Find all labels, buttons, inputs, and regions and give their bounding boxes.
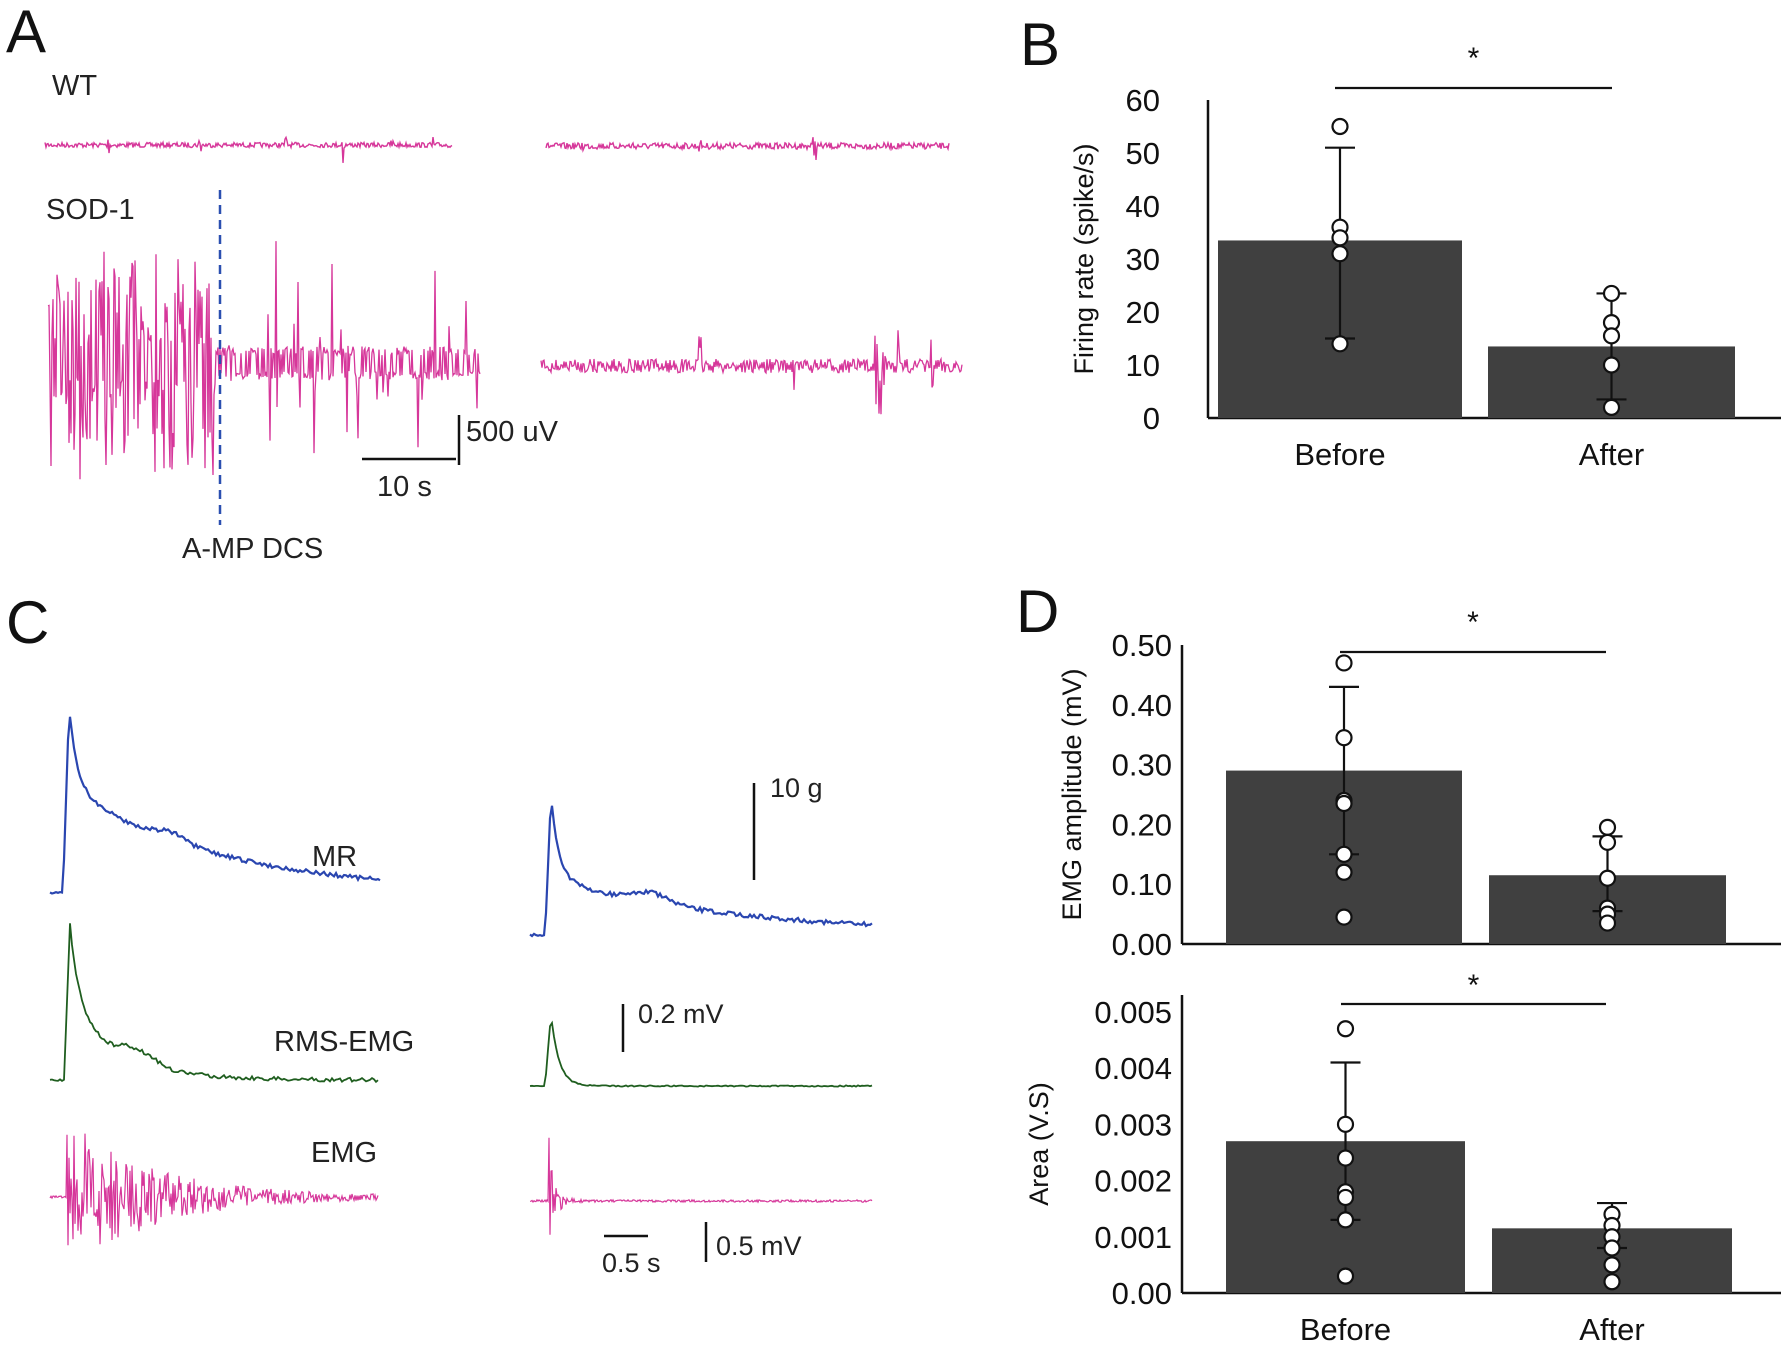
scale-emg-label: 0.5 mV — [716, 1231, 802, 1261]
data-point — [1598, 869, 1617, 887]
data-point — [1603, 1273, 1621, 1291]
sod1-trace-before — [47, 241, 481, 480]
y-tick-label: 0.002 — [1094, 1164, 1172, 1199]
y-tick-label: 0.00 — [1112, 1276, 1172, 1311]
y-tick-label: 0.20 — [1112, 807, 1172, 842]
scale-time-c-label: 0.5 s — [602, 1248, 661, 1278]
data-point — [1602, 356, 1621, 374]
data-point — [1335, 908, 1353, 926]
rms-emg-trace-after — [529, 1020, 873, 1088]
y-tick-label: 30 — [1126, 242, 1160, 277]
data-point — [1336, 1267, 1355, 1285]
y-tick-label: 0.00 — [1112, 927, 1172, 962]
y-axis-label: Area (V.S) — [1024, 1082, 1054, 1206]
rms-emg-label: RMS-EMG — [274, 1026, 414, 1058]
x-category-label: Before — [1294, 437, 1385, 472]
data-point — [1335, 654, 1353, 672]
data-point — [1598, 833, 1617, 851]
y-axis-label: Firing rate (spike/s) — [1069, 143, 1099, 374]
emg-label: EMG — [311, 1137, 377, 1169]
panel-c: C MR RMS-EMG EMG 10 g 0.2 mV 0.5 s 0.5 m… — [6, 589, 873, 1278]
wt-label: WT — [52, 70, 97, 102]
data-point — [1602, 284, 1621, 303]
data-point — [1336, 1115, 1355, 1133]
y-tick-label: 0.30 — [1112, 748, 1172, 783]
panel-a: A WT SOD-1 A-MP DCS 500 uV 10 s — [6, 0, 963, 565]
x-category-label: After — [1579, 1312, 1644, 1347]
data-point — [1335, 729, 1353, 747]
significance-star: * — [1468, 969, 1480, 1002]
panel-letter-a: A — [6, 0, 46, 65]
y-tick-label: 20 — [1126, 295, 1160, 330]
y-tick-label: 0.001 — [1094, 1220, 1172, 1255]
emg-trace-after — [529, 1137, 873, 1235]
emg-trace-before — [49, 1133, 379, 1246]
mr-trace-before — [49, 716, 381, 895]
data-point — [1331, 117, 1349, 136]
y-tick-label: 10 — [1126, 348, 1160, 383]
data-point — [1331, 245, 1349, 263]
panel-letter-b: B — [1020, 11, 1060, 78]
y-axis-label: EMG amplitude (mV) — [1057, 668, 1087, 920]
y-tick-label: 0 — [1143, 401, 1160, 436]
data-point — [1336, 1188, 1355, 1207]
data-point — [1335, 794, 1353, 813]
y-tick-label: 0.004 — [1094, 1051, 1172, 1086]
scale-force-label: 10 g — [770, 773, 823, 803]
sod1-trace-after — [540, 330, 963, 415]
data-point — [1331, 229, 1349, 247]
y-tick-label: 0.005 — [1094, 995, 1172, 1030]
data-point — [1603, 1256, 1621, 1274]
chart-emg-amplitude: D 0.00 0.10 0.20 0.30 0.40 0.50 EMG amplitude (… — [1016, 578, 1781, 962]
y-tick-label: 0.40 — [1112, 688, 1172, 723]
scale-time-label: 10 s — [377, 471, 432, 503]
rms-emg-trace-before — [49, 923, 379, 1084]
panel-letter-d1: D — [1016, 578, 1059, 645]
data-point — [1603, 1239, 1621, 1257]
data-point — [1602, 398, 1621, 416]
x-category-label: Before — [1300, 1312, 1391, 1347]
data-point — [1336, 1149, 1355, 1167]
x-category-label: After — [1579, 437, 1644, 472]
y-tick-label: 0.50 — [1112, 628, 1172, 663]
wt-trace-after — [545, 137, 950, 160]
data-point — [1335, 845, 1353, 863]
sod1-label: SOD-1 — [46, 194, 135, 226]
data-point — [1331, 335, 1349, 353]
scale-rms-label: 0.2 mV — [638, 999, 724, 1029]
chart-firing-rate: B 0 10 20 30 40 50 60 Firing rate (spike/s) Befor… — [1020, 11, 1781, 472]
data-point — [1336, 1211, 1355, 1229]
data-point — [1598, 914, 1617, 932]
panel-letter-c: C — [6, 589, 49, 656]
y-tick-label: 0.10 — [1112, 867, 1172, 902]
data-point — [1598, 818, 1617, 836]
data-point — [1602, 327, 1621, 345]
y-tick-label: 60 — [1126, 83, 1160, 118]
data-point — [1335, 863, 1353, 881]
chart-area: 0.00 0.001 0.002 0.003 0.004 0.005 Area (V.S) B… — [1024, 969, 1781, 1347]
y-tick-label: 40 — [1126, 189, 1160, 224]
y-tick-label: 0.003 — [1094, 1107, 1172, 1142]
data-point — [1336, 1020, 1355, 1038]
wt-trace-before — [44, 135, 453, 163]
dcs-label: A-MP DCS — [182, 533, 323, 565]
significance-star: * — [1468, 42, 1480, 75]
mr-label: MR — [312, 841, 357, 873]
significance-star: * — [1467, 606, 1479, 639]
mr-trace-after — [529, 805, 873, 938]
scale-voltage-label: 500 uV — [466, 416, 559, 448]
y-tick-label: 50 — [1126, 136, 1160, 171]
